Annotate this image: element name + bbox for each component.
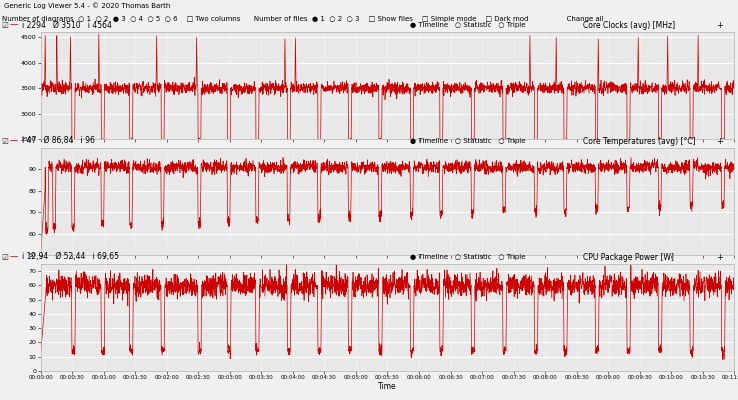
Text: i 47   Ø 86,84   i 96: i 47 Ø 86,84 i 96	[22, 136, 95, 146]
Text: —: —	[10, 252, 18, 262]
Text: i 2294   Ø 3510   i 4564: i 2294 Ø 3510 i 4564	[22, 20, 112, 30]
Text: CPU Package Power [W]: CPU Package Power [W]	[583, 252, 674, 262]
Text: ● Timeline   ○ Statistic   ○ Triple: ● Timeline ○ Statistic ○ Triple	[410, 254, 525, 260]
Text: +: +	[716, 136, 723, 146]
Text: +: +	[716, 20, 723, 30]
Text: ☑: ☑	[1, 136, 8, 146]
Text: Core Temperatures (avg) [°C]: Core Temperatures (avg) [°C]	[583, 136, 696, 146]
Text: Core Clocks (avg) [MHz]: Core Clocks (avg) [MHz]	[583, 20, 675, 30]
X-axis label: Time: Time	[378, 382, 397, 390]
Text: +: +	[716, 252, 723, 262]
Text: Number of diagrams  ○ 1  ○ 2  ● 3  ○ 4  ○ 5  ○ 6    □ Two columns      Number of: Number of diagrams ○ 1 ○ 2 ● 3 ○ 4 ○ 5 ○…	[2, 16, 604, 22]
Text: ☑: ☑	[1, 20, 8, 30]
Text: —: —	[10, 136, 18, 146]
Text: ● Timeline   ○ Statistic   ○ Triple: ● Timeline ○ Statistic ○ Triple	[410, 22, 525, 28]
Text: i 12,94   Ø 52,44   i 69,65: i 12,94 Ø 52,44 i 69,65	[22, 252, 119, 262]
Text: ● Timeline   ○ Statistic   ○ Triple: ● Timeline ○ Statistic ○ Triple	[410, 138, 525, 144]
Text: Generic Log Viewer 5.4 - © 2020 Thomas Barth: Generic Log Viewer 5.4 - © 2020 Thomas B…	[4, 3, 170, 9]
Text: ☑: ☑	[1, 252, 8, 262]
Text: —: —	[10, 20, 18, 30]
